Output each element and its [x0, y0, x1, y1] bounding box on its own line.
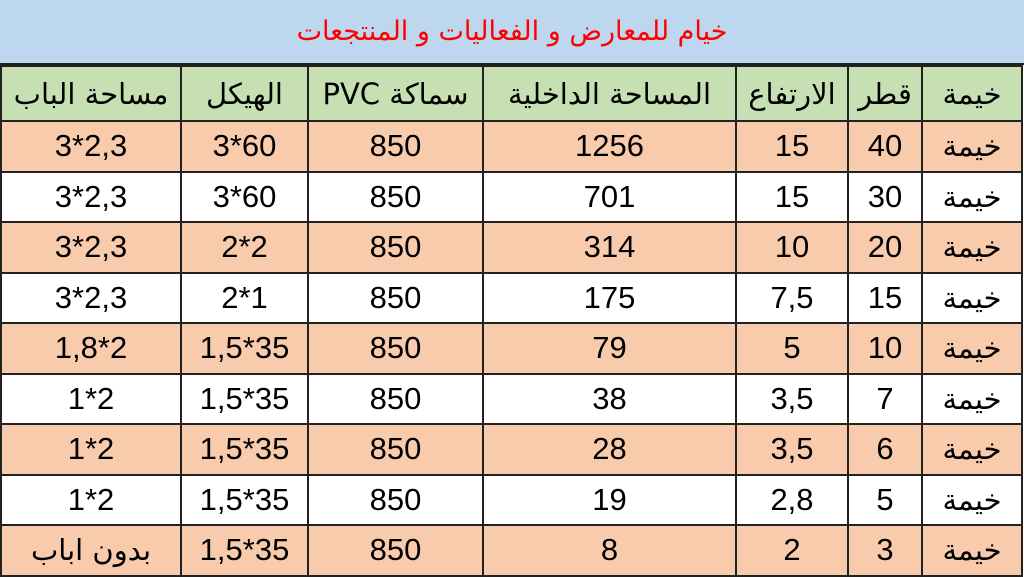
cell-tent: خيمة [921, 170, 1023, 223]
cell-door-area: 3*2,3 [0, 170, 182, 223]
cell-tent: خيمة [921, 473, 1023, 526]
header-height: الارتفاع [735, 65, 849, 122]
cell-inner-area: 19 [482, 473, 737, 526]
cell-height: 7,5 [735, 271, 849, 324]
cell-door-area: 3*2,3 [0, 271, 182, 324]
cell-diameter: 6 [847, 423, 923, 476]
cell-diameter: 20 [847, 221, 923, 274]
cell-tent: خيمة [921, 221, 1023, 274]
cell-door-area: 1*2 [0, 423, 182, 476]
header-pvc-thickness: سماكة PVC [307, 65, 484, 122]
cell-height: 3,5 [735, 372, 849, 425]
cell-height: 15 [735, 120, 849, 173]
header-diameter: قطر [847, 65, 923, 122]
cell-frame: 1,5*35 [180, 524, 309, 577]
table-row: خيمة 5 2,8 19 850 1,5*35 1*2 [0, 473, 1023, 526]
cell-door-area: 1,8*2 [0, 322, 182, 375]
header-frame: الهيكل [180, 65, 309, 122]
table-row: خيمة 10 5 79 850 1,5*35 1,8*2 [0, 322, 1023, 375]
cell-pvc-thickness: 850 [307, 423, 484, 476]
cell-height: 10 [735, 221, 849, 274]
cell-inner-area: 38 [482, 372, 737, 425]
cell-height: 2 [735, 524, 849, 577]
cell-height: 5 [735, 322, 849, 375]
cell-frame: 1,5*35 [180, 473, 309, 526]
cell-inner-area: 1256 [482, 120, 737, 173]
cell-frame: 1,5*35 [180, 423, 309, 476]
cell-door-area: 1*2 [0, 473, 182, 526]
cell-inner-area: 314 [482, 221, 737, 274]
cell-tent: خيمة [921, 120, 1023, 173]
cell-tent: خيمة [921, 372, 1023, 425]
cell-pvc-thickness: 850 [307, 271, 484, 324]
cell-frame: 3*60 [180, 120, 309, 173]
header-row: خيمة قطر الارتفاع المساحة الداخلية سماكة PVC… [0, 65, 1023, 122]
cell-pvc-thickness: 850 [307, 524, 484, 577]
cell-tent: خيمة [921, 423, 1023, 476]
cell-pvc-thickness: 850 [307, 221, 484, 274]
cell-diameter: 15 [847, 271, 923, 324]
table-row: خيمة 40 15 1256 850 3*60 3*2,3 [0, 120, 1023, 173]
cell-inner-area: 701 [482, 170, 737, 223]
cell-frame: 1,5*35 [180, 372, 309, 425]
table-row: خيمة 20 10 314 850 2*2 3*2,3 [0, 221, 1023, 274]
cell-pvc-thickness: 850 [307, 120, 484, 173]
cell-door-area: 3*2,3 [0, 120, 182, 173]
cell-height: 15 [735, 170, 849, 223]
cell-diameter: 7 [847, 372, 923, 425]
table-row: خيمة 30 15 701 850 3*60 3*2,3 [0, 170, 1023, 223]
cell-diameter: 30 [847, 170, 923, 223]
cell-frame: 3*60 [180, 170, 309, 223]
cell-height: 3,5 [735, 423, 849, 476]
cell-pvc-thickness: 850 [307, 170, 484, 223]
cell-diameter: 5 [847, 473, 923, 526]
cell-inner-area: 8 [482, 524, 737, 577]
cell-diameter: 10 [847, 322, 923, 375]
cell-tent: خيمة [921, 524, 1023, 577]
cell-diameter: 3 [847, 524, 923, 577]
table-row: خيمة 3 2 8 850 1,5*35 بدون اباب [0, 524, 1023, 577]
header-inner-area: المساحة الداخلية [482, 65, 737, 122]
header-tent: خيمة [921, 65, 1023, 122]
cell-inner-area: 175 [482, 271, 737, 324]
page-title: خيام للمعارض و الفعاليات و المنتجعات [0, 0, 1024, 65]
cell-inner-area: 28 [482, 423, 737, 476]
cell-door-area: 3*2,3 [0, 221, 182, 274]
cell-frame: 2*1 [180, 271, 309, 324]
cell-pvc-thickness: 850 [307, 473, 484, 526]
tents-table: خيمة قطر الارتفاع المساحة الداخلية سماكة PVC… [0, 65, 1023, 577]
header-door-area: مساحة الباب [0, 65, 182, 122]
cell-tent: خيمة [921, 322, 1023, 375]
cell-height: 2,8 [735, 473, 849, 526]
cell-door-area: بدون اباب [0, 524, 182, 577]
table-row: خيمة 15 7,5 175 850 2*1 3*2,3 [0, 271, 1023, 324]
cell-pvc-thickness: 850 [307, 372, 484, 425]
cell-diameter: 40 [847, 120, 923, 173]
table-row: خيمة 7 3,5 38 850 1,5*35 1*2 [0, 372, 1023, 425]
cell-door-area: 1*2 [0, 372, 182, 425]
cell-pvc-thickness: 850 [307, 322, 484, 375]
cell-tent: خيمة [921, 271, 1023, 324]
cell-frame: 2*2 [180, 221, 309, 274]
cell-inner-area: 79 [482, 322, 737, 375]
table-row: خيمة 6 3,5 28 850 1,5*35 1*2 [0, 423, 1023, 476]
cell-frame: 1,5*35 [180, 322, 309, 375]
